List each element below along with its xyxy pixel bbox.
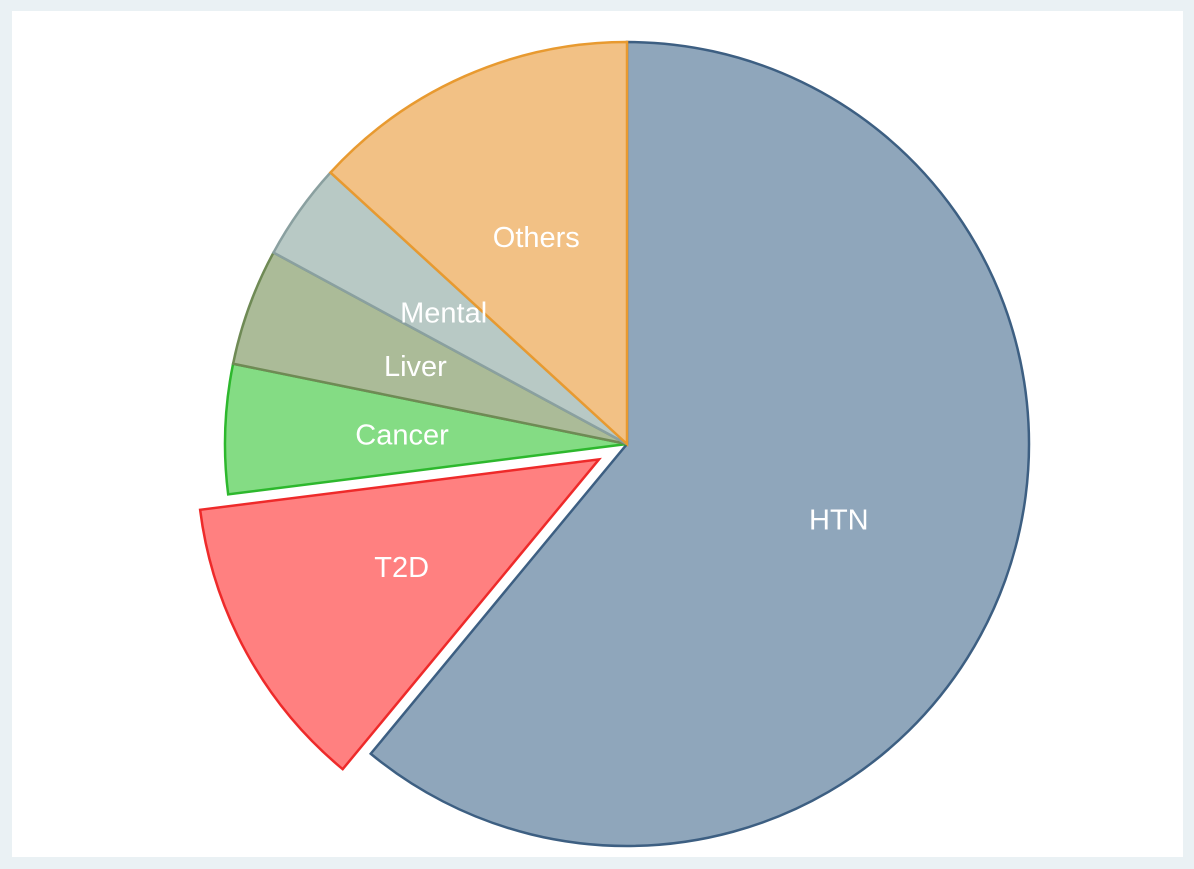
pie-slice-t2d [198,457,602,771]
pie-slices [198,40,1031,848]
pie-slice-others [328,40,629,447]
slice-label-liver: Liver [384,351,447,383]
slice-label-mental: Mental [400,297,487,329]
slice-label-others: Others [493,222,580,254]
pie-labels: HTN T2D Cancer Liver Mental Others [355,222,868,584]
pie-slice-htn [368,40,1031,848]
slice-label-t2d: T2D [374,552,429,584]
slice-label-htn: HTN [809,504,869,536]
slice-label-cancer: Cancer [355,420,449,452]
